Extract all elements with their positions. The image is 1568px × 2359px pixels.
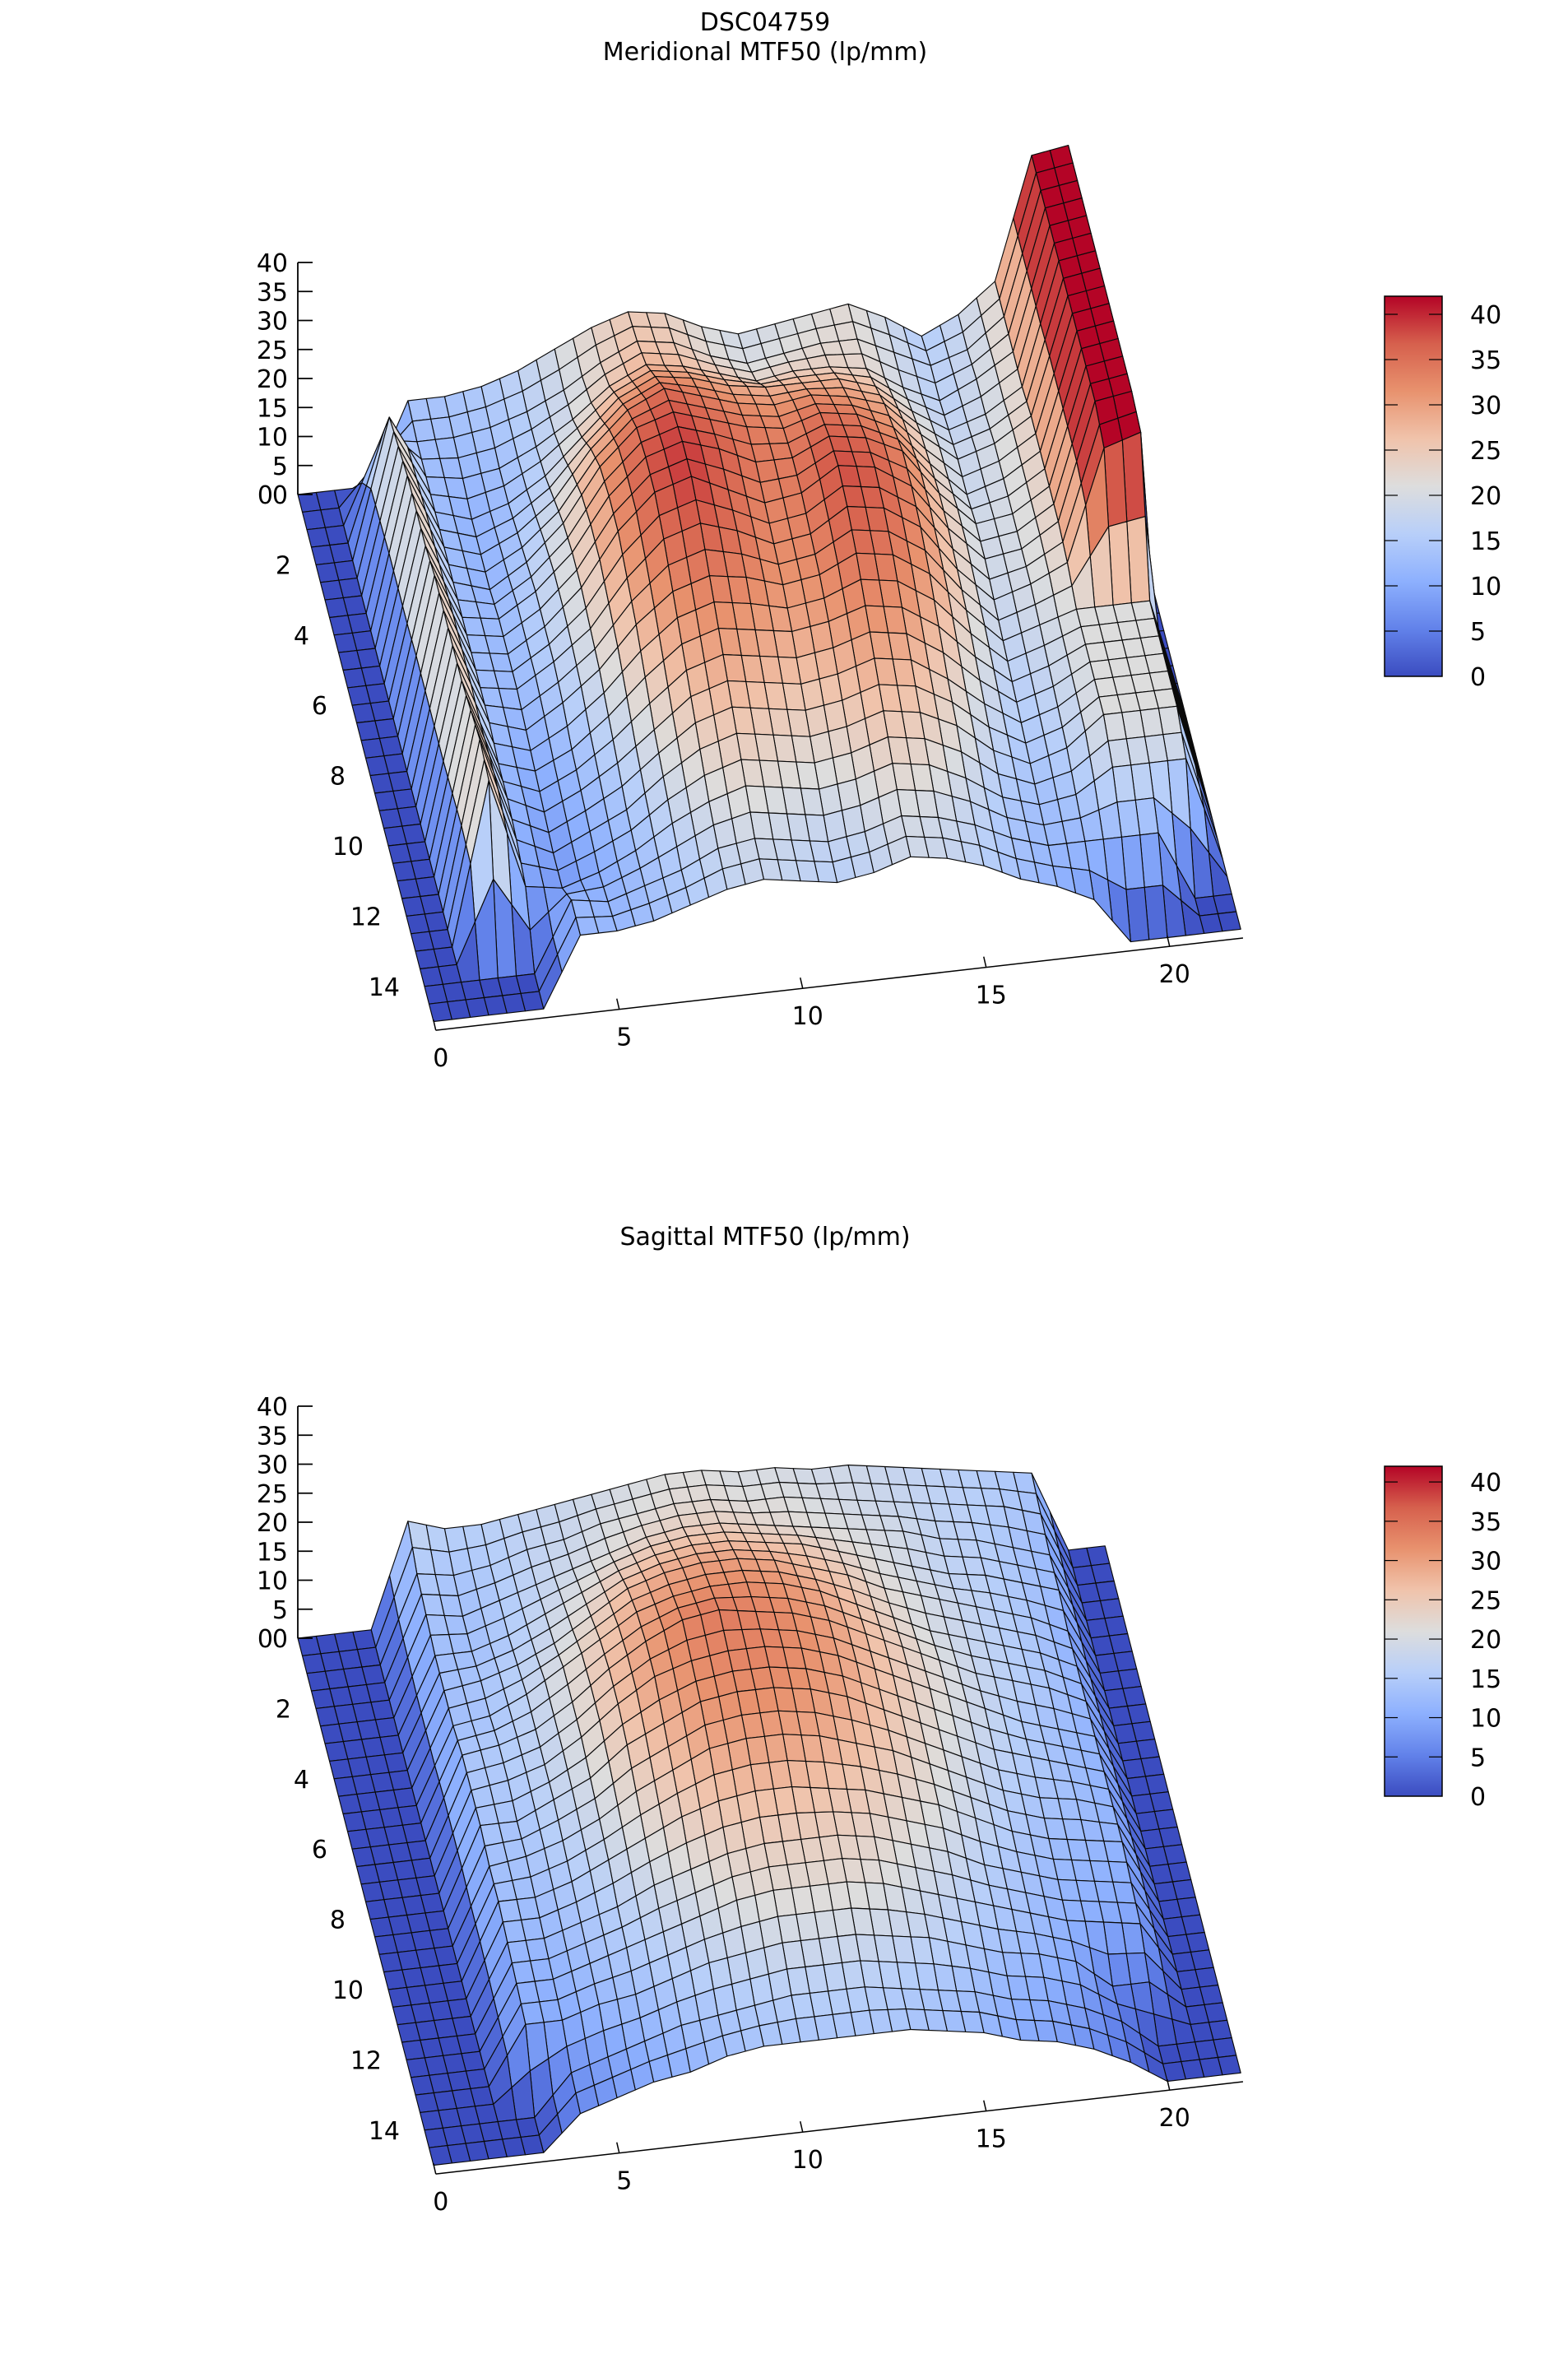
z-tick-label: 30 <box>257 1451 288 1480</box>
x-tick-label: 10 <box>792 1002 823 1031</box>
z-tick-label: 0 <box>272 481 288 510</box>
colorbar-tick-label: 25 <box>1470 1586 1501 1615</box>
sagittal-colorbar: 0 5 10 15 20 25 30 35 40 <box>1384 1465 1501 1812</box>
page-title: DSC04759 <box>699 8 831 37</box>
colorbar-tick-label: 30 <box>1470 1548 1501 1577</box>
colorbar-tick-label: 40 <box>1470 301 1501 330</box>
y-tick-label: 8 <box>330 763 346 792</box>
z-tick-label: 20 <box>257 365 288 394</box>
meridional-y-axis: 0 2 4 6 8 10 12 14 <box>257 481 400 1002</box>
colorbar-tick-label: 35 <box>1470 346 1501 375</box>
colorbar-tick-label: 40 <box>1470 1469 1501 1498</box>
z-tick-label: 5 <box>272 453 288 481</box>
x-tick-label: 0 <box>433 2188 448 2217</box>
colorbar-tick-label: 15 <box>1470 527 1501 556</box>
z-tick-label: 25 <box>257 1480 288 1509</box>
colorbar-tick-label: 20 <box>1470 482 1501 511</box>
x-tick-label: 20 <box>1159 2104 1190 2133</box>
sagittal-plot-title: Sagittal MTF50 (lp/mm) <box>619 1223 911 1251</box>
y-tick-label: 12 <box>350 2046 382 2075</box>
x-tick-label: 5 <box>616 1024 632 1052</box>
z-tick-label: 35 <box>257 1422 288 1451</box>
colorbar-tick-label: 15 <box>1470 1665 1501 1694</box>
colorbar-tick-label: 0 <box>1470 663 1486 692</box>
sagittal-plot: 0510152025303540024681012140510152005101… <box>257 1393 1501 2217</box>
y-tick-label: 8 <box>330 1906 346 1935</box>
y-tick-label: 0 <box>257 1625 273 1654</box>
z-tick-label: 0 <box>272 1625 288 1654</box>
y-tick-label: 6 <box>312 692 327 721</box>
y-tick-label: 6 <box>312 1836 327 1864</box>
colorbar-tick-label: 20 <box>1470 1626 1501 1655</box>
y-tick-label: 4 <box>294 622 309 651</box>
z-tick-label: 25 <box>257 337 288 365</box>
z-tick-label: 20 <box>257 1509 288 1538</box>
y-tick-label: 12 <box>350 903 382 931</box>
colorbar-tick-label: 35 <box>1470 1508 1501 1537</box>
z-tick-label: 30 <box>257 308 288 337</box>
y-tick-label: 4 <box>294 1766 309 1795</box>
x-tick-label: 0 <box>433 1044 448 1073</box>
y-tick-label: 14 <box>369 2117 400 2146</box>
colorbar-tick-label: 25 <box>1470 437 1501 466</box>
x-tick-label: 15 <box>976 982 1007 1010</box>
z-tick-label: 35 <box>257 278 288 307</box>
colorbar-tick-label: 30 <box>1470 392 1501 420</box>
meridional-colorbar: 0 5 10 15 20 25 30 35 40 <box>1384 295 1501 692</box>
y-tick-label: 2 <box>276 551 291 580</box>
y-tick-label: 10 <box>332 833 364 861</box>
colorbar-tick-label: 0 <box>1470 1783 1486 1812</box>
y-tick-label: 0 <box>257 481 273 510</box>
z-tick-label: 10 <box>257 424 288 453</box>
y-tick-label: 14 <box>369 973 400 1002</box>
x-tick-label: 15 <box>976 2125 1007 2154</box>
colorbar-tick-label: 10 <box>1470 1705 1501 1734</box>
meridional-x-axis: 0 5 10 15 20 <box>433 936 1244 1073</box>
z-tick-label: 40 <box>257 1393 288 1422</box>
x-tick-label: 10 <box>792 2146 823 2175</box>
z-tick-label: 10 <box>257 1567 288 1596</box>
colorbar-tick-label: 5 <box>1470 1744 1486 1772</box>
z-tick-label: 5 <box>272 1596 288 1625</box>
y-tick-label: 2 <box>276 1695 291 1724</box>
z-tick-label: 40 <box>257 249 288 278</box>
x-tick-label: 5 <box>616 2167 632 2196</box>
sagittal-x-axis: 0 5 10 15 20 <box>433 2079 1244 2217</box>
sagittal-surface-mesh <box>297 1464 1241 2166</box>
meridional-plot: 0510152025303540024681012140510152005101… <box>257 145 1501 1073</box>
z-tick-label: 15 <box>257 394 288 423</box>
meridional-surface-mesh <box>297 145 1241 1023</box>
x-tick-label: 20 <box>1159 960 1190 989</box>
z-tick-label: 15 <box>257 1538 288 1567</box>
meridional-plot-title: Meridional MTF50 (lp/mm) <box>602 38 928 67</box>
colorbar-tick-label: 10 <box>1470 573 1501 601</box>
y-tick-label: 10 <box>332 1976 364 2005</box>
sagittal-y-axis: 0 2 4 6 8 10 12 14 <box>257 1625 400 2146</box>
colorbar-tick-label: 5 <box>1470 618 1486 647</box>
